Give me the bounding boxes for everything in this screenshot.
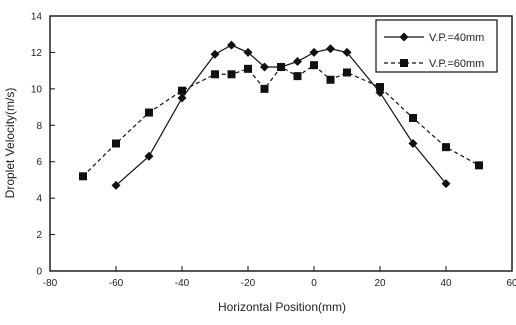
series-2-point — [244, 64, 252, 73]
legend-label-2: V.P.=60mm — [429, 58, 484, 70]
series-1-point — [210, 49, 220, 59]
series-1-point — [260, 62, 269, 72]
series-2-point — [326, 75, 335, 84]
series-2-point — [343, 68, 351, 77]
series-2-point — [475, 161, 483, 170]
series-1-point — [227, 40, 236, 50]
legend-label-1: V.P.=40mm — [429, 32, 484, 44]
series-2-point — [260, 84, 269, 93]
plot-area-frame — [49, 15, 513, 272]
series-2-point — [145, 108, 153, 117]
series-1-point — [144, 151, 154, 161]
y-tick-label: 14 — [31, 12, 43, 23]
y-tick-label: 12 — [31, 48, 43, 59]
y-tick-label: 2 — [36, 230, 42, 241]
y-tick-label: 4 — [36, 194, 42, 205]
y-tick-label: 10 — [31, 84, 43, 95]
series-2-point — [211, 70, 219, 79]
x-tick-label: -40 — [175, 278, 190, 289]
series-2-point — [227, 70, 236, 79]
x-tick-label: 0 — [311, 278, 317, 289]
y-tick-label: 8 — [36, 121, 42, 132]
legend: V.P.=40mm V.P.=60mm — [375, 19, 498, 73]
y-axis-title: Droplet Velocity(m/s) — [3, 88, 17, 199]
x-tick-label: 20 — [374, 278, 386, 289]
series-1-point — [177, 93, 187, 103]
x-tick-label: -60 — [109, 278, 124, 289]
series-2-point — [112, 139, 120, 148]
series-1-point — [441, 179, 451, 189]
series-2-point — [310, 61, 318, 70]
x-tick-label: -80 — [43, 278, 58, 289]
y-tick-label: 0 — [36, 267, 42, 278]
legend-marker-1 — [399, 32, 409, 42]
series-2-point — [79, 172, 87, 181]
series-2-point — [277, 63, 285, 71]
series-line-2 — [82, 64, 480, 177]
series-1-point — [309, 47, 319, 57]
series-1-point — [326, 44, 335, 54]
series-1-point — [111, 180, 121, 190]
series-2-point — [293, 72, 302, 81]
x-tick-label: -20 — [241, 278, 256, 289]
series-1-point — [408, 139, 418, 148]
series-1-point — [293, 57, 302, 67]
legend-box — [375, 19, 498, 73]
x-tick-label: 60 — [506, 278, 516, 289]
legend-marker-2 — [400, 59, 408, 67]
series-1-point — [243, 47, 253, 57]
series-2-point — [376, 83, 384, 92]
x-tick-label: 40 — [440, 278, 452, 289]
series-2-point — [178, 86, 186, 95]
x-axis-title: Horizontal Position(mm) — [218, 300, 346, 314]
series-layer — [79, 40, 483, 190]
series-1-point — [342, 47, 352, 57]
series-2-point — [409, 114, 417, 122]
y-tick-label: 6 — [36, 157, 42, 168]
series-2-point — [442, 143, 450, 152]
